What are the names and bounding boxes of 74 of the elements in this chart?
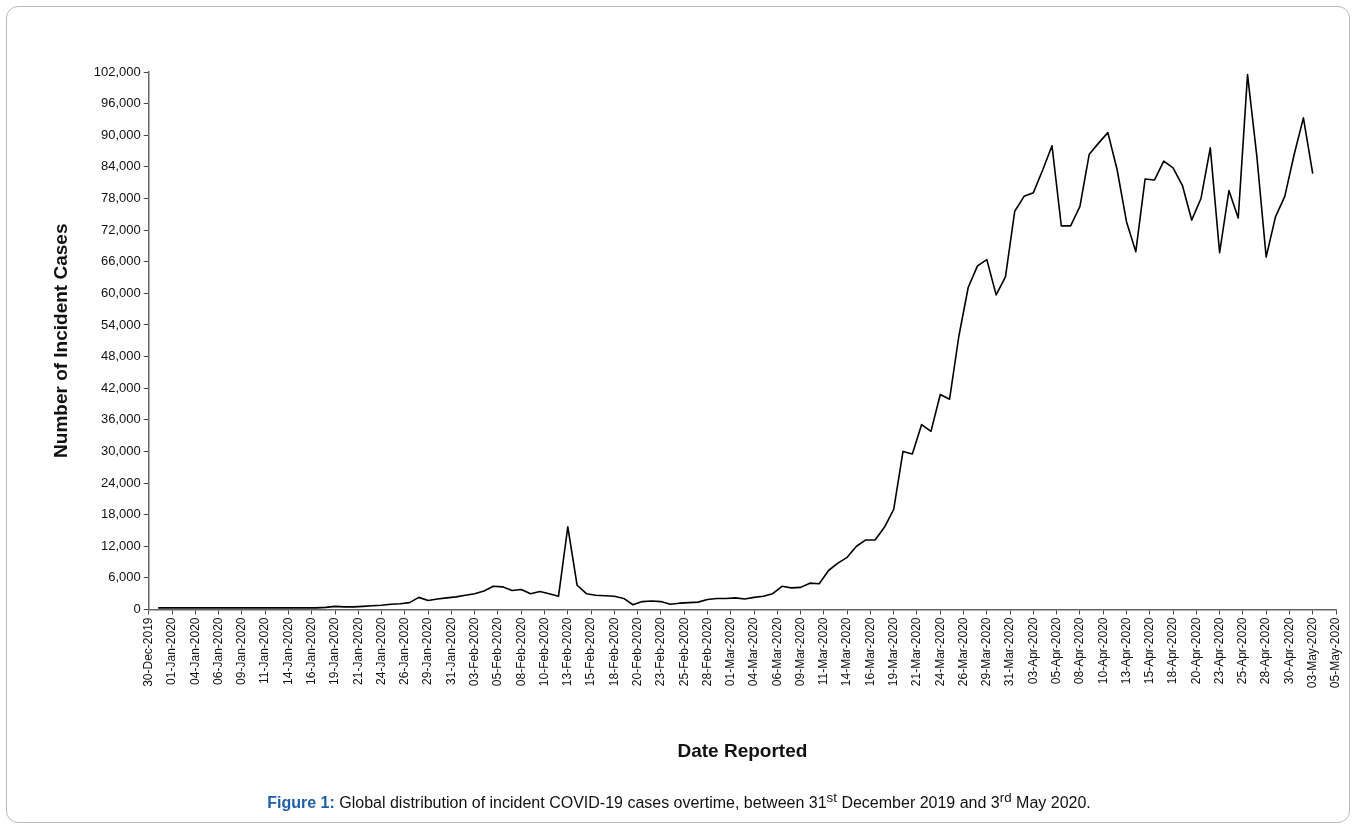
x-tick-label: 21-Jan-2020 [350, 617, 365, 685]
y-tick-label: 30,000 [101, 442, 141, 458]
x-tick-label: 29-Mar-2020 [979, 617, 994, 687]
x-tick-label: 31-Mar-2020 [1002, 617, 1017, 687]
y-tick-label: 90,000 [101, 126, 141, 142]
x-tick-label: 25-Feb-2020 [676, 617, 691, 687]
y-tick-label: 102,000 [93, 63, 141, 79]
x-tick-label: 09-Mar-2020 [792, 617, 807, 687]
x-tick-label: 03-Apr-2020 [1025, 617, 1040, 685]
x-tick-label: 25-Apr-2020 [1235, 617, 1250, 685]
x-tick-label: 29-Jan-2020 [420, 617, 435, 685]
y-tick-label: 78,000 [101, 190, 141, 206]
x-tick-label: 28-Apr-2020 [1258, 617, 1273, 685]
x-tick-label: 09-Jan-2020 [234, 617, 249, 685]
x-tick-label: 24-Mar-2020 [932, 617, 947, 687]
x-tick-label: 10-Apr-2020 [1095, 617, 1110, 685]
x-tick-label: 05-May-2020 [1328, 617, 1343, 689]
y-axis-title: Number of Incident Cases [49, 223, 71, 458]
text: Global distribution of incident COVID-19 cases overtime, between 31$^{st}$ December 2019 and 3$^{rd}$ May 2020. [339, 790, 1091, 812]
y-tick-label: 42,000 [101, 379, 141, 395]
y-tick-label: 36,000 [101, 411, 141, 427]
y-tick-label: 66,000 [101, 253, 141, 269]
x-tick-label: 11-Jan-2020 [257, 617, 272, 684]
caption: Figure 1: [267, 794, 335, 812]
x-tick-label: 04-Mar-2020 [746, 617, 761, 687]
x-tick-label: 10-Feb-2020 [536, 617, 551, 687]
x-tick-label: 11-Mar-2020 [816, 617, 831, 686]
y-tick-label: 84,000 [101, 158, 141, 174]
x-tick-label: 20-Apr-2020 [1188, 617, 1203, 685]
x-tick-label: 30-Apr-2020 [1281, 617, 1296, 685]
x-tick-label: 16-Mar-2020 [862, 617, 877, 687]
x-tick-label: 08-Apr-2020 [1072, 617, 1087, 685]
x-tick-label: 28-Feb-2020 [699, 617, 714, 687]
x-tick-label: 03-Feb-2020 [467, 617, 481, 687]
x-tick-label: 04-Jan-2020 [187, 617, 202, 685]
y-tick-label: 60,000 [101, 284, 141, 300]
x-axis-title: Date Reported [677, 739, 808, 761]
x-tick-label: 01-Jan-2020 [164, 617, 179, 685]
x-tick-label: 05-Apr-2020 [1048, 617, 1063, 685]
x-tick-label: 06-Mar-2020 [769, 617, 784, 687]
x-tick-label: 13-Apr-2020 [1118, 617, 1133, 685]
x-tick-label: 05-Feb-2020 [490, 617, 505, 687]
y-tick-label: 0 [133, 601, 141, 617]
x-tick-label: 23-Feb-2020 [653, 617, 668, 687]
x-tick-label: 30-Dec-2019 [141, 617, 156, 687]
y-tick-label: 18,000 [101, 506, 141, 522]
x-tick-label: 15-Apr-2020 [1142, 617, 1157, 685]
x-tick-label: 01-Mar-2020 [723, 617, 738, 687]
x-tick-label: 14-Jan-2020 [280, 617, 295, 685]
x-tick-label: 31-Jan-2020 [443, 617, 458, 685]
x-tick-label: 16-Jan-2020 [304, 617, 319, 685]
x-tick-label: 21-Mar-2020 [909, 617, 924, 687]
x-tick-label: 19-Jan-2020 [327, 617, 342, 685]
x-tick-label: 24-Jan-2020 [373, 617, 388, 685]
y-tick-label: 96,000 [101, 95, 141, 111]
x-tick-label: 06-Jan-2020 [210, 617, 225, 685]
y-tick-label: 72,000 [101, 221, 141, 237]
y-tick-label: 48,000 [101, 348, 141, 364]
x-tick-label: 13-Feb-2020 [560, 617, 575, 687]
x-tick-label: 15-Feb-2020 [583, 617, 598, 687]
x-tick-label: 18-Apr-2020 [1165, 617, 1180, 685]
y-tick-label: 54,000 [101, 316, 141, 332]
x-tick-label: 26-Jan-2020 [397, 617, 412, 685]
y-tick-label: 6,000 [108, 569, 141, 585]
x-tick-label: 20-Feb-2020 [629, 617, 644, 687]
x-tick-label: 19-Mar-2020 [886, 617, 901, 687]
x-tick-label: 03-May-2020 [1305, 617, 1320, 689]
x-tick-label: 08-Feb-2020 [513, 617, 528, 687]
x-tick-label: 14-Mar-2020 [839, 617, 854, 687]
y-tick-label: 12,000 [101, 537, 141, 553]
x-tick-label: 26-Mar-2020 [955, 617, 970, 687]
x-tick-label: 18-Feb-2020 [606, 617, 621, 687]
y-tick-label: 24,000 [101, 474, 141, 490]
x-tick-label: 23-Apr-2020 [1211, 617, 1226, 685]
